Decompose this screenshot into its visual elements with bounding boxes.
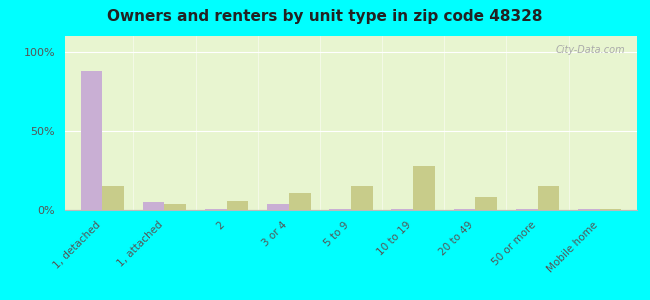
- Bar: [227, 200, 248, 210]
- Bar: [143, 202, 164, 210]
- Bar: [164, 204, 187, 210]
- Bar: [413, 166, 435, 210]
- Bar: [538, 186, 559, 210]
- Bar: [351, 186, 372, 210]
- Bar: [267, 204, 289, 210]
- Bar: [102, 186, 124, 210]
- Bar: [81, 71, 102, 210]
- Bar: [515, 209, 538, 210]
- Bar: [600, 209, 621, 210]
- Bar: [454, 209, 475, 210]
- Bar: [475, 197, 497, 210]
- Bar: [289, 193, 311, 210]
- Bar: [578, 209, 600, 210]
- Text: City-Data.com: City-Data.com: [556, 45, 625, 55]
- Bar: [205, 209, 227, 210]
- Bar: [330, 209, 351, 210]
- Bar: [391, 209, 413, 210]
- Text: Owners and renters by unit type in zip code 48328: Owners and renters by unit type in zip c…: [107, 9, 543, 24]
